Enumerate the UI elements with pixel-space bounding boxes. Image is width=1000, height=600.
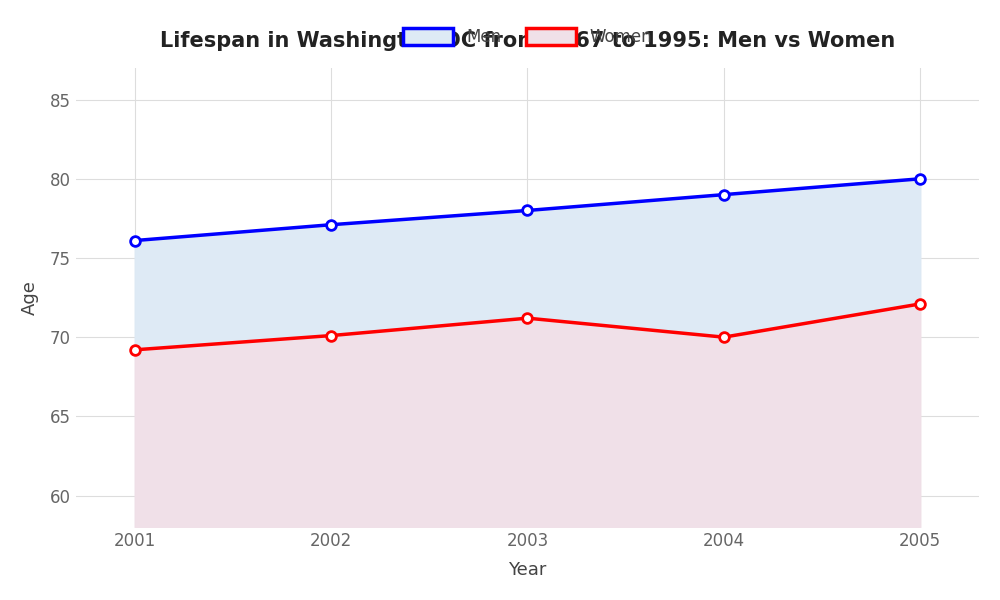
Title: Lifespan in Washington DC from 1967 to 1995: Men vs Women: Lifespan in Washington DC from 1967 to 1… — [160, 31, 895, 51]
Legend: Men, Women: Men, Women — [396, 21, 659, 53]
X-axis label: Year: Year — [508, 561, 547, 579]
Y-axis label: Age: Age — [21, 280, 39, 315]
